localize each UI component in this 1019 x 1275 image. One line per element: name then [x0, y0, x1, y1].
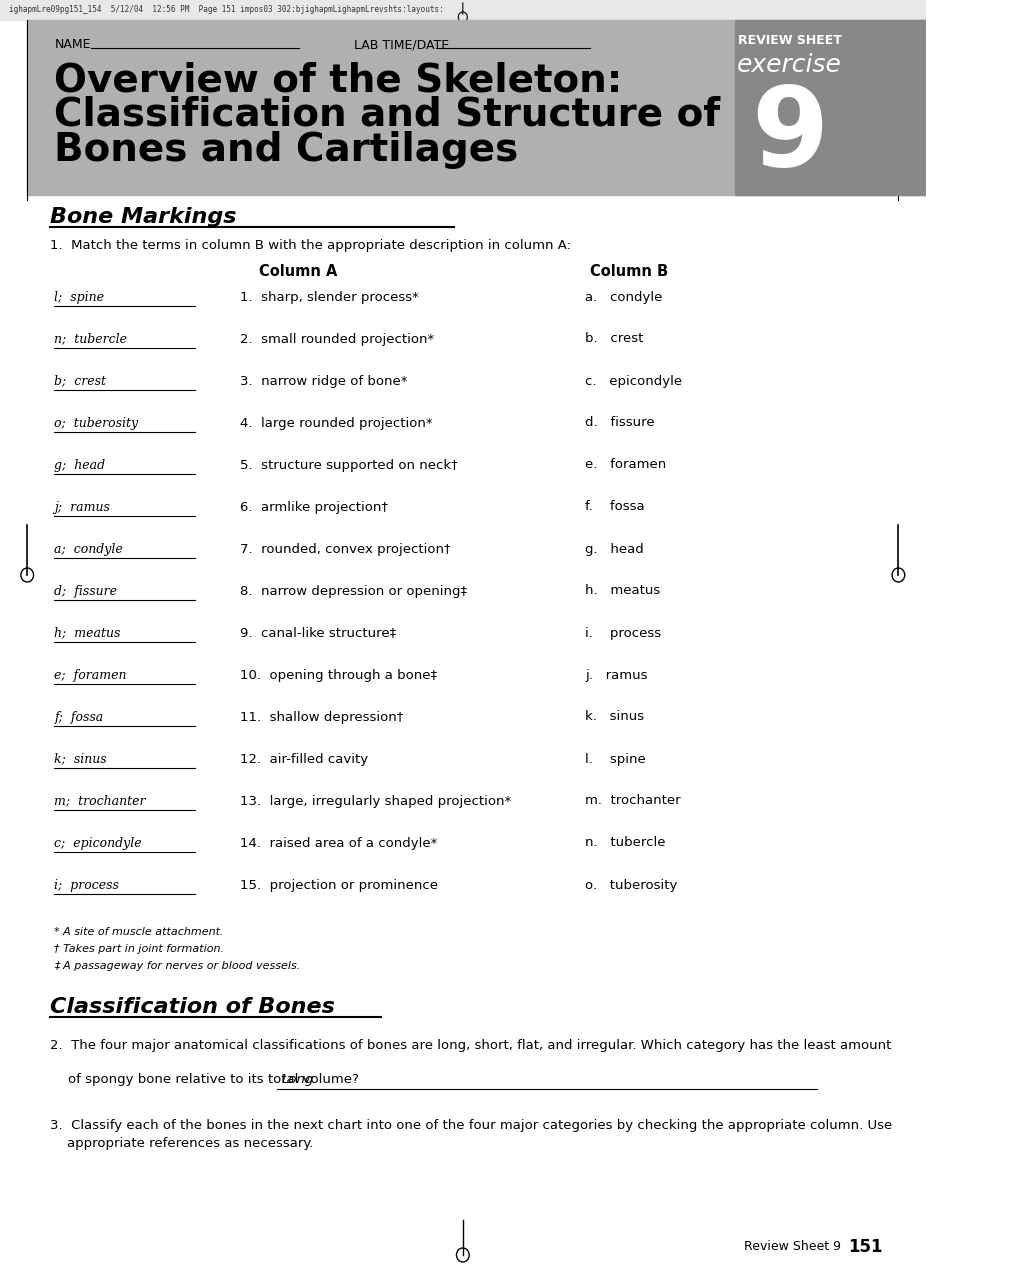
Text: d.   fissure: d. fissure — [585, 417, 654, 430]
Text: 2.  The four major anatomical classifications of bones are long, short, flat, an: 2. The four major anatomical classificat… — [50, 1039, 891, 1052]
Text: c;  epicondyle: c; epicondyle — [54, 836, 142, 849]
Text: 9.  canal-like structure‡: 9. canal-like structure‡ — [240, 626, 396, 640]
Text: j;  ramus: j; ramus — [54, 501, 110, 514]
Text: 6.  armlike projection†: 6. armlike projection† — [240, 501, 388, 514]
Text: 3.  Classify each of the bones in the next chart into one of the four major cate: 3. Classify each of the bones in the nex… — [50, 1118, 892, 1131]
Text: Review Sheet 9: Review Sheet 9 — [744, 1241, 841, 1253]
Text: 151: 151 — [848, 1238, 882, 1256]
Text: 10.  opening through a bone‡: 10. opening through a bone‡ — [240, 668, 437, 682]
Text: 13.  large, irregularly shaped projection*: 13. large, irregularly shaped projection… — [240, 794, 512, 807]
Text: k.   sinus: k. sinus — [585, 710, 644, 723]
Text: * A site of muscle attachment.: * A site of muscle attachment. — [54, 927, 224, 937]
Text: o.   tuberosity: o. tuberosity — [585, 878, 677, 891]
Bar — [0, 0, 924, 20]
Text: 2.  small rounded projection*: 2. small rounded projection* — [240, 333, 434, 346]
Text: i.    process: i. process — [585, 626, 660, 640]
Text: 9: 9 — [750, 82, 827, 189]
Text: o;  tuberosity: o; tuberosity — [54, 417, 139, 430]
Bar — [735, 20, 924, 195]
Text: 1.  Match the terms in column B with the appropriate description in column A:: 1. Match the terms in column B with the … — [50, 238, 571, 251]
Text: d;  fissure: d; fissure — [54, 584, 117, 598]
Text: m;  trochanter: m; trochanter — [54, 794, 146, 807]
Text: of spongy bone relative to its total volume?: of spongy bone relative to its total vol… — [68, 1074, 359, 1086]
Text: ighapmLre09pg151_154  5/12/04  12:56 PM  Page 151 impos03 302:bjighapmLighapmLre: ighapmLre09pg151_154 5/12/04 12:56 PM Pa… — [9, 5, 443, 14]
Text: 1.  sharp, slender process*: 1. sharp, slender process* — [240, 291, 419, 303]
Text: 15.  projection or prominence: 15. projection or prominence — [240, 878, 438, 891]
Text: g.   head: g. head — [585, 542, 643, 556]
Text: Bones and Cartilages: Bones and Cartilages — [54, 131, 519, 170]
Text: 12.  air-filled cavity: 12. air-filled cavity — [240, 752, 368, 765]
Text: b.   crest: b. crest — [585, 333, 643, 346]
Text: 14.  raised area of a condyle*: 14. raised area of a condyle* — [240, 836, 437, 849]
Text: i;  process: i; process — [54, 878, 119, 891]
Text: k;  sinus: k; sinus — [54, 752, 107, 765]
Text: exercise: exercise — [737, 54, 841, 76]
Text: l;  spine: l; spine — [54, 291, 104, 303]
Text: n.   tubercle: n. tubercle — [585, 836, 665, 849]
Text: 3.  narrow ridge of bone*: 3. narrow ridge of bone* — [240, 375, 408, 388]
Text: c.   epicondyle: c. epicondyle — [585, 375, 682, 388]
Text: Overview of the Skeleton:: Overview of the Skeleton: — [54, 61, 623, 99]
Bar — [28, 20, 924, 195]
Text: Column B: Column B — [589, 264, 667, 279]
Text: a;  condyle: a; condyle — [54, 542, 123, 556]
Text: n;  tubercle: n; tubercle — [54, 333, 127, 346]
Text: 11.  shallow depression†: 11. shallow depression† — [240, 710, 404, 723]
Text: † Takes part in joint formation.: † Takes part in joint formation. — [54, 944, 224, 954]
Text: 4.  large rounded projection*: 4. large rounded projection* — [240, 417, 433, 430]
Text: f.    fossa: f. fossa — [585, 501, 644, 514]
Text: Column A: Column A — [259, 264, 336, 279]
Text: h;  meatus: h; meatus — [54, 626, 120, 640]
Text: NAME: NAME — [54, 38, 91, 51]
Text: j.   ramus: j. ramus — [585, 668, 647, 682]
Text: Classification of Bones: Classification of Bones — [50, 997, 334, 1017]
Text: 5.  structure supported on neck†: 5. structure supported on neck† — [240, 459, 458, 472]
Text: REVIEW SHEET: REVIEW SHEET — [737, 33, 841, 46]
Text: appropriate references as necessary.: appropriate references as necessary. — [50, 1136, 313, 1150]
Text: 8.  narrow depression or opening‡: 8. narrow depression or opening‡ — [240, 584, 467, 598]
Text: Bone Markings: Bone Markings — [50, 207, 236, 227]
Text: a.   condyle: a. condyle — [585, 291, 662, 303]
Text: Classification and Structure of: Classification and Structure of — [54, 96, 719, 134]
Text: b;  crest: b; crest — [54, 375, 106, 388]
Text: f;  fossa: f; fossa — [54, 710, 104, 723]
Text: l.    spine: l. spine — [585, 752, 645, 765]
Text: 7.  rounded, convex projection†: 7. rounded, convex projection† — [240, 542, 450, 556]
Text: Long: Long — [281, 1074, 313, 1086]
Text: e.   foramen: e. foramen — [585, 459, 666, 472]
Text: g;  head: g; head — [54, 459, 106, 472]
Text: LAB TIME/DATE: LAB TIME/DATE — [354, 38, 448, 51]
Text: h.   meatus: h. meatus — [585, 584, 660, 598]
Text: e;  foramen: e; foramen — [54, 668, 126, 682]
Text: m.  trochanter: m. trochanter — [585, 794, 681, 807]
Text: ‡ A passageway for nerves or blood vessels.: ‡ A passageway for nerves or blood vesse… — [54, 961, 301, 972]
